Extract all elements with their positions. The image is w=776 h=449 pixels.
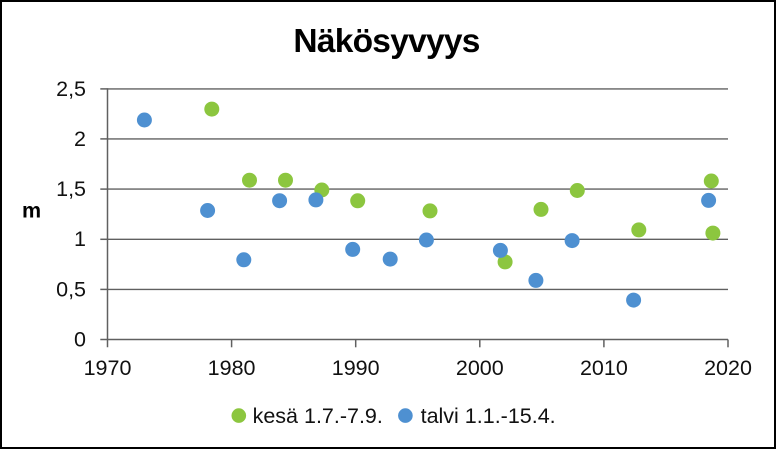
svg-text:1,5: 1,5 <box>56 177 86 201</box>
svg-text:2010: 2010 <box>580 356 628 380</box>
svg-text:talvi 1.1.-15.4.: talvi 1.1.-15.4. <box>421 404 556 428</box>
svg-text:1980: 1980 <box>208 356 256 380</box>
svg-text:1990: 1990 <box>332 356 380 380</box>
svg-text:m: m <box>22 199 41 223</box>
svg-text:kesä 1.7.-7.9.: kesä 1.7.-7.9. <box>253 404 383 428</box>
svg-text:0: 0 <box>74 327 86 351</box>
svg-text:2000: 2000 <box>456 356 504 380</box>
svg-text:2,5: 2,5 <box>56 77 86 101</box>
svg-text:1: 1 <box>74 227 86 251</box>
svg-text:0,5: 0,5 <box>56 277 86 301</box>
svg-text:1970: 1970 <box>84 356 132 380</box>
svg-text:Näkösyvyys: Näkösyvyys <box>293 23 479 60</box>
svg-text:2020: 2020 <box>704 356 752 380</box>
svg-text:2: 2 <box>74 127 86 151</box>
